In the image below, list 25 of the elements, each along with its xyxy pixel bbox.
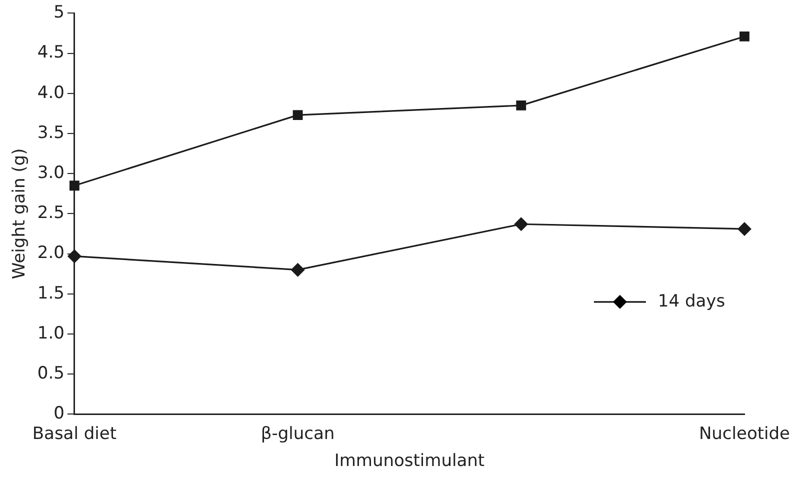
y-tick-label: 3.5	[37, 122, 64, 143]
y-tick-label: 1.0	[37, 323, 64, 344]
point	[740, 32, 750, 42]
point	[67, 249, 82, 264]
point	[516, 100, 526, 110]
point	[737, 222, 752, 236]
x-tick-label: Nucleotide	[698, 424, 790, 444]
y-tick-label: 1.5	[37, 283, 64, 304]
point	[290, 262, 305, 277]
y-tick-label: 0.5	[37, 364, 64, 384]
y-axis-title: Weight gain (g)	[10, 148, 30, 280]
y-tick-label: 3.0	[37, 163, 64, 184]
y-tick-label: 5	[54, 2, 64, 23]
x-tick-label: β-glucan	[260, 424, 335, 444]
point	[514, 217, 528, 232]
x-tick-label: Basal diet	[32, 424, 117, 444]
y-tick-label: 4.0	[37, 82, 64, 103]
x-axis-title: Immunostimulant	[334, 451, 485, 472]
point	[292, 110, 303, 120]
y-tick-label: 0	[54, 404, 64, 424]
y-tick-label: 4.5	[37, 42, 64, 63]
legend-label: 14 days	[658, 291, 726, 312]
point	[69, 180, 80, 191]
y-tick-label: 2.0	[37, 243, 64, 264]
y-tick-label: 2.5	[37, 203, 64, 224]
